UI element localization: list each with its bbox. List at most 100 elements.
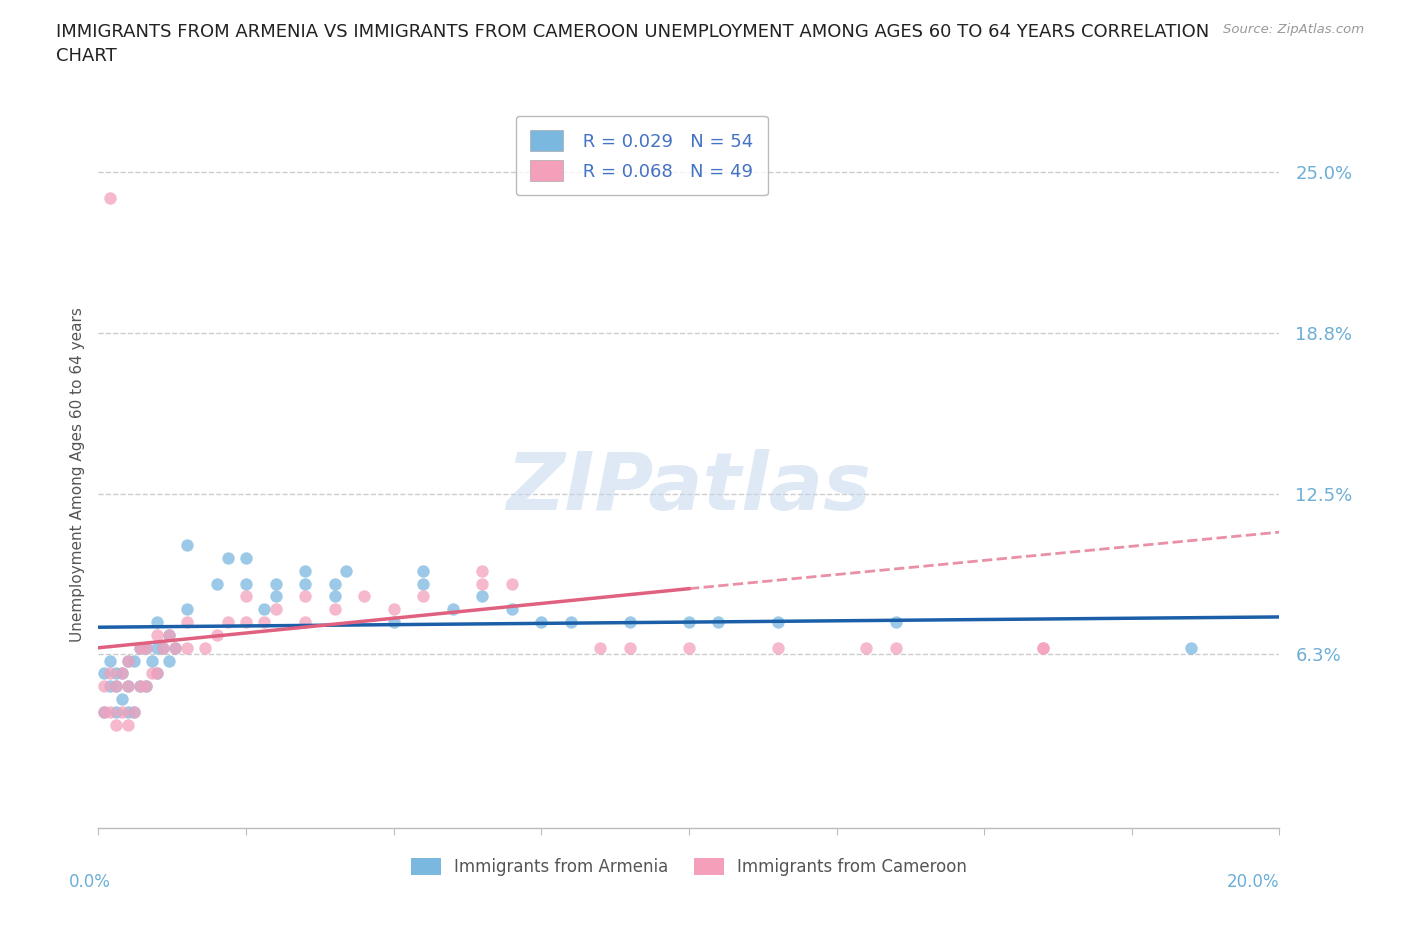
Point (117, 653, 139, 668)
Point (117, 653, 139, 668)
Point (382, 602, 405, 617)
Point (122, 705, 145, 720)
Point (176, 615, 198, 630)
Point (117, 679, 139, 694)
Point (235, 551, 257, 565)
Point (111, 692, 134, 707)
Point (560, 615, 582, 630)
Point (264, 602, 287, 617)
Point (93, 705, 115, 720)
Point (93, 666, 115, 681)
Point (146, 666, 169, 681)
Point (105, 666, 128, 681)
Point (157, 653, 180, 668)
Point (165, 641, 187, 656)
Point (105, 717, 128, 732)
Point (146, 666, 169, 681)
Point (128, 641, 150, 656)
Point (98, 679, 121, 694)
Point (253, 602, 276, 617)
Text: 0.0%: 0.0% (69, 873, 111, 891)
Point (323, 602, 346, 617)
Point (235, 589, 257, 604)
Point (141, 666, 163, 681)
Point (1032, 641, 1054, 656)
Point (105, 679, 128, 694)
Point (1180, 641, 1202, 656)
Point (235, 576, 257, 591)
Point (93, 679, 115, 694)
Point (412, 576, 434, 591)
Point (217, 551, 239, 565)
Point (157, 628, 180, 643)
Point (117, 705, 139, 720)
Point (141, 653, 163, 668)
Point (117, 717, 139, 732)
Point (135, 679, 157, 694)
Point (382, 615, 405, 630)
Point (176, 641, 198, 656)
Point (122, 653, 145, 668)
Point (412, 589, 434, 604)
Text: IMMIGRANTS FROM ARMENIA VS IMMIGRANTS FROM CAMEROON UNEMPLOYMENT AMONG AGES 60 T: IMMIGRANTS FROM ARMENIA VS IMMIGRANTS FR… (56, 23, 1209, 65)
Point (1032, 641, 1054, 656)
Point (264, 576, 287, 591)
Point (111, 666, 134, 681)
Point (471, 589, 494, 604)
Point (176, 602, 198, 617)
Point (678, 641, 700, 656)
Point (855, 641, 877, 656)
Point (111, 666, 134, 681)
Text: Source: ZipAtlas.com: Source: ZipAtlas.com (1223, 23, 1364, 36)
Legend: Immigrants from Armenia, Immigrants from Cameroon: Immigrants from Armenia, Immigrants from… (405, 852, 973, 883)
Point (98, 653, 121, 668)
Point (111, 705, 134, 720)
Point (105, 679, 128, 694)
Point (335, 564, 357, 578)
Point (135, 641, 157, 656)
Point (766, 615, 789, 630)
Y-axis label: Unemployment Among Ages 60 to 64 years: Unemployment Among Ages 60 to 64 years (69, 307, 84, 642)
Point (471, 576, 494, 591)
Point (441, 602, 464, 617)
Point (235, 615, 257, 630)
Point (205, 576, 228, 591)
Point (678, 615, 700, 630)
Point (135, 679, 157, 694)
Point (98, 191, 121, 206)
Point (619, 641, 641, 656)
Point (264, 589, 287, 604)
Point (93, 705, 115, 720)
Point (589, 641, 612, 656)
Point (884, 641, 907, 656)
Point (146, 628, 169, 643)
Point (117, 679, 139, 694)
Point (98, 705, 121, 720)
Point (128, 679, 150, 694)
Point (152, 641, 174, 656)
Point (217, 615, 239, 630)
Point (619, 615, 641, 630)
Point (707, 615, 730, 630)
Point (323, 589, 346, 604)
Point (501, 602, 523, 617)
Point (146, 641, 169, 656)
Point (294, 589, 316, 604)
Point (105, 705, 128, 720)
Point (157, 628, 180, 643)
Point (194, 641, 217, 656)
Point (353, 589, 375, 604)
Point (294, 576, 316, 591)
Point (135, 641, 157, 656)
Point (884, 615, 907, 630)
Point (294, 615, 316, 630)
Text: ZIPatlas: ZIPatlas (506, 449, 872, 527)
Point (501, 576, 523, 591)
Point (205, 628, 228, 643)
Point (98, 666, 121, 681)
Point (176, 538, 198, 552)
Point (128, 641, 150, 656)
Point (766, 641, 789, 656)
Point (253, 615, 276, 630)
Point (412, 564, 434, 578)
